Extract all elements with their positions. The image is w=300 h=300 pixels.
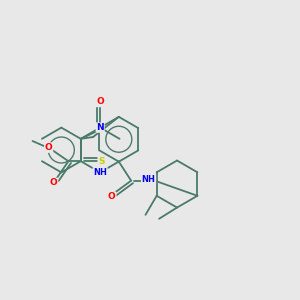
Text: O: O bbox=[45, 143, 52, 152]
Text: NH: NH bbox=[142, 175, 155, 184]
Text: N: N bbox=[96, 123, 104, 132]
Text: S: S bbox=[98, 157, 105, 166]
Text: O: O bbox=[108, 192, 116, 201]
Text: O: O bbox=[50, 178, 58, 187]
Text: NH: NH bbox=[93, 168, 107, 177]
Text: O: O bbox=[96, 98, 104, 106]
